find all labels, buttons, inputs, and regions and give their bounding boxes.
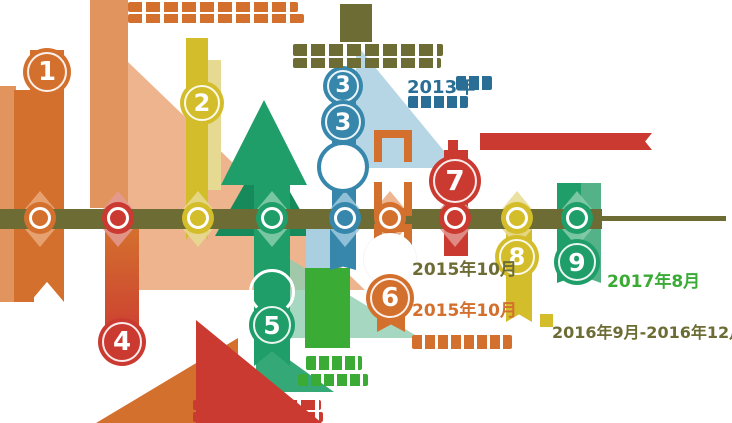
obscured-text-olive-1: [293, 44, 443, 56]
badge-9-number: 9: [568, 247, 586, 277]
timeline-node: [329, 202, 361, 234]
badge-3-upper: 3: [323, 66, 363, 106]
red-top-band: [480, 133, 652, 150]
obscured-text-blue-tail: [456, 76, 492, 90]
ribbon-3-light-lower: [306, 228, 330, 268]
badge-9: 9: [554, 239, 600, 285]
timeline-node: [24, 202, 56, 234]
left-dark-ribbon: [14, 90, 34, 302]
timeline-node: [374, 202, 406, 234]
badge-5-number: 5: [263, 310, 281, 340]
badge-3-number: 3: [334, 108, 352, 136]
obscured-text-blue-2: [408, 96, 468, 108]
clipped-text-top-orange-2: [128, 14, 304, 23]
white-ring-under-3: [317, 141, 369, 193]
badge-6-number: 6: [380, 283, 400, 313]
label-2015-bottom: 2015年10月: [412, 301, 517, 321]
clipped-text-bottom-red-2: [193, 412, 323, 422]
ribbon-2b: [207, 60, 221, 190]
timeline-node: [439, 202, 471, 234]
badge-4-number: 4: [112, 327, 132, 357]
badge-3: 3: [321, 100, 365, 144]
badge-1: 1: [23, 48, 71, 96]
label-2015-top: 2015年10月: [412, 260, 517, 280]
obscured-text-green-1: [306, 356, 362, 370]
badge-1-number: 1: [37, 57, 57, 87]
obscured-text-small-orange: [412, 335, 512, 349]
green-tree-top: [221, 100, 307, 185]
obscured-text-olive-2: [293, 58, 441, 68]
badge-3-upper-number: 3: [335, 73, 351, 98]
timeline-node: [102, 202, 134, 234]
olive-top-block: [340, 4, 372, 42]
clipped-text-bottom-red-1: [193, 400, 321, 410]
badge-2: 2: [180, 81, 224, 125]
label-2017: 2017年8月: [607, 272, 701, 292]
bright-green-rect: [305, 268, 350, 348]
ribbon-1b: [90, 0, 128, 208]
obscured-text-green-2: [298, 374, 368, 386]
timeline-line: [602, 216, 726, 221]
badge-2-number: 2: [193, 89, 211, 117]
left-edge-ribbon: [0, 86, 16, 302]
timeline-node: [256, 202, 288, 234]
timeline-node: [561, 202, 593, 234]
badge-4: 4: [98, 318, 146, 366]
orange-bracket-top: [374, 130, 412, 162]
badge-5: 5: [249, 302, 295, 348]
timeline-node: [501, 202, 533, 234]
badge-8: 8: [495, 235, 539, 279]
badge-7: 7: [429, 155, 481, 207]
yellow-square: [540, 314, 553, 327]
timeline-node: [182, 202, 214, 234]
badge-7-number: 7: [445, 164, 465, 197]
clipped-text-top-orange-1: [128, 2, 298, 12]
red-hook: [448, 140, 458, 166]
label-2016: 2016年9月-2016年12月: [552, 323, 732, 342]
badge-6: 6: [366, 274, 414, 322]
